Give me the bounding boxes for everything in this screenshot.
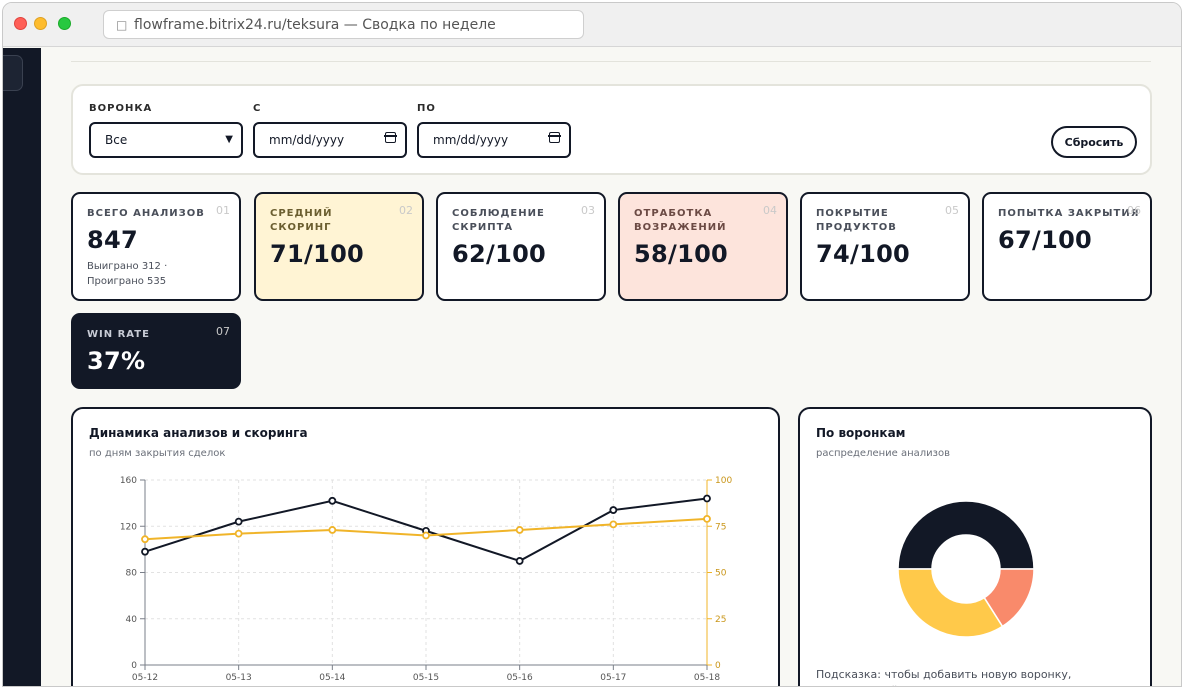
series-point-2 xyxy=(609,520,618,529)
funnel-label: ВОРОНКА xyxy=(89,103,153,114)
series-point-1 xyxy=(141,547,149,556)
kpi-number: 06 xyxy=(1127,204,1141,217)
kpi-card-objections: ОТРАБОТКА ВОЗРАЖЕНИЙ 04 58/100 xyxy=(618,192,788,301)
y-tick-label-left: 80 xyxy=(126,569,138,579)
kpi-number: 07 xyxy=(216,325,230,338)
kpi-card-avg-score: СРЕДНИЙ СКОРИНГ 02 71/100 xyxy=(254,192,424,301)
x-tick-label: 05-14 xyxy=(319,673,345,683)
minimize-window-button[interactable] xyxy=(34,17,47,30)
date-to-placeholder: mm/dd/yyyy xyxy=(433,133,509,147)
kpi-number: 05 xyxy=(945,204,959,217)
kpi-title: ОТРАБОТКА ВОЗРАЖЕНИЙ xyxy=(634,208,727,233)
series-point-1 xyxy=(234,517,243,526)
date-from-input[interactable]: mm/dd/yyyy xyxy=(253,122,407,158)
kpi-number: 03 xyxy=(581,204,595,217)
y-tick-label-left: 40 xyxy=(126,615,138,625)
kpi-title: ПОКРЫТИЕ ПРОДУКТОВ xyxy=(816,208,897,233)
maximize-window-button[interactable] xyxy=(58,17,71,30)
sidebar xyxy=(3,48,41,686)
page-icon: □ xyxy=(116,17,128,32)
address-text: flowframe.bitrix24.ru/teksura — Сводка п… xyxy=(134,16,496,33)
funnel-select-value: Все xyxy=(105,133,128,147)
y-tick-label-left: 120 xyxy=(120,522,137,532)
y-tick-label-right: 0 xyxy=(715,661,721,671)
trend-line-chart: 0 40 80 120 160 0 25 50 75 100 05-12 05-13 05-14 05-1… xyxy=(120,476,733,683)
series-point-1 xyxy=(609,506,618,514)
kpi-value: 62/100 xyxy=(452,240,547,268)
y-tick-label-right: 75 xyxy=(715,522,726,532)
series-point-1 xyxy=(515,557,524,565)
calendar-icon[interactable] xyxy=(384,132,397,143)
kpi-title: ПОПЫТКА ЗАКРЫТИЯ xyxy=(998,208,1140,219)
x-tick-label: 05-12 xyxy=(132,673,158,683)
series-point-2 xyxy=(328,526,337,534)
filters-panel: ВОРОНКА Все ▼ С mm/dd/yyyy ПО mm/dd/yyyy… xyxy=(71,84,1152,175)
kpi-card-closing: ПОПЫТКА ЗАКРЫТИЯ 06 67/100 xyxy=(982,192,1152,301)
kpi-card-total: ВСЕГО АНАЛИЗОВ 01 847 Выиграно 312 · Про… xyxy=(71,192,241,301)
funnel-select[interactable]: Все ▼ xyxy=(89,122,243,158)
close-window-button[interactable] xyxy=(14,17,27,30)
kpi-title: СОБЛЮДЕНИЕ СКРИПТА xyxy=(452,208,545,233)
series-point-1 xyxy=(328,496,337,505)
kpi-card-script: СОБЛЮДЕНИЕ СКРИПТА 03 62/100 xyxy=(436,192,606,301)
series-point-1 xyxy=(703,494,711,503)
series-point-2 xyxy=(234,529,243,538)
kpi-card-products: ПОКРЫТИЕ ПРОДУКТОВ 05 74/100 xyxy=(800,192,970,301)
address-bar[interactable]: □ flowframe.bitrix24.ru/teksura — Сводка… xyxy=(103,10,584,39)
kpi-card-win-rate: WIN RATE 07 37% xyxy=(71,313,241,389)
chevron-down-icon: ▼ xyxy=(225,134,233,145)
x-tick-label: 05-15 xyxy=(413,673,439,683)
y-tick-label-left: 160 xyxy=(120,476,137,486)
y-tick-label-left: 0 xyxy=(131,661,137,671)
y-tick-label-right: 100 xyxy=(715,476,732,486)
trend-chart-subtitle: по дням закрытия сделок xyxy=(89,448,226,459)
kpi-number: 04 xyxy=(763,204,777,217)
kpi-number: 01 xyxy=(216,204,230,217)
hint-text: Подсказка: чтобы добавить новую воронку,… xyxy=(816,668,1122,686)
main-content: ВОРОНКА Все ▼ С mm/dd/yyyy ПО mm/dd/yyyy… xyxy=(41,48,1181,686)
date-to-label: ПО xyxy=(417,103,436,114)
kpi-value: 58/100 xyxy=(634,240,729,268)
kpi-subtext: Выиграно 312 · Проиграно 535 xyxy=(87,261,168,287)
reset-button[interactable]: Сбросить xyxy=(1051,126,1137,158)
y-tick-label-right: 25 xyxy=(715,615,726,625)
kpi-title: ВСЕГО АНАЛИЗОВ xyxy=(87,208,205,219)
x-tick-label: 05-18 xyxy=(694,673,720,683)
series-point-2 xyxy=(515,526,524,534)
series-point-2 xyxy=(703,514,711,523)
funnel-chart-panel: По воронкам распределение анализов Подск… xyxy=(798,407,1152,686)
kpi-number: 02 xyxy=(399,204,413,217)
series-point-2 xyxy=(141,535,149,544)
y-tick-label-right: 50 xyxy=(715,569,727,579)
donut-slice-3 xyxy=(897,568,1004,638)
funnel-chart-title: По воронкам xyxy=(816,426,906,440)
calendar-icon[interactable] xyxy=(548,132,561,143)
header-divider xyxy=(71,61,1151,62)
trend-chart-panel: Динамика анализов и скоринга по дням зак… xyxy=(71,407,780,686)
kpi-value: 74/100 xyxy=(816,240,911,268)
x-tick-label: 05-16 xyxy=(507,673,533,683)
x-tick-label: 05-17 xyxy=(600,673,626,683)
kpi-value: 67/100 xyxy=(998,226,1093,254)
browser-toolbar: □ flowframe.bitrix24.ru/teksura — Сводка… xyxy=(3,3,1181,47)
x-tick-label: 05-13 xyxy=(226,673,252,683)
date-from-placeholder: mm/dd/yyyy xyxy=(269,133,345,147)
kpi-title: СРЕДНИЙ СКОРИНГ xyxy=(270,208,333,233)
trend-chart-title: Динамика анализов и скоринга xyxy=(89,426,308,440)
kpi-value: 847 xyxy=(87,226,138,254)
date-from-label: С xyxy=(253,103,262,114)
date-to-input[interactable]: mm/dd/yyyy xyxy=(417,122,571,158)
kpi-value: 37% xyxy=(87,347,146,375)
donut-slice-1 xyxy=(897,500,1035,570)
kpi-value: 71/100 xyxy=(270,240,365,268)
kpi-title: WIN RATE xyxy=(87,329,150,340)
funnel-chart-subtitle: распределение анализов xyxy=(816,448,951,459)
series-point-2 xyxy=(422,531,430,540)
sidebar-toggle-button[interactable] xyxy=(3,55,23,91)
funnel-donut-chart xyxy=(897,500,1035,638)
